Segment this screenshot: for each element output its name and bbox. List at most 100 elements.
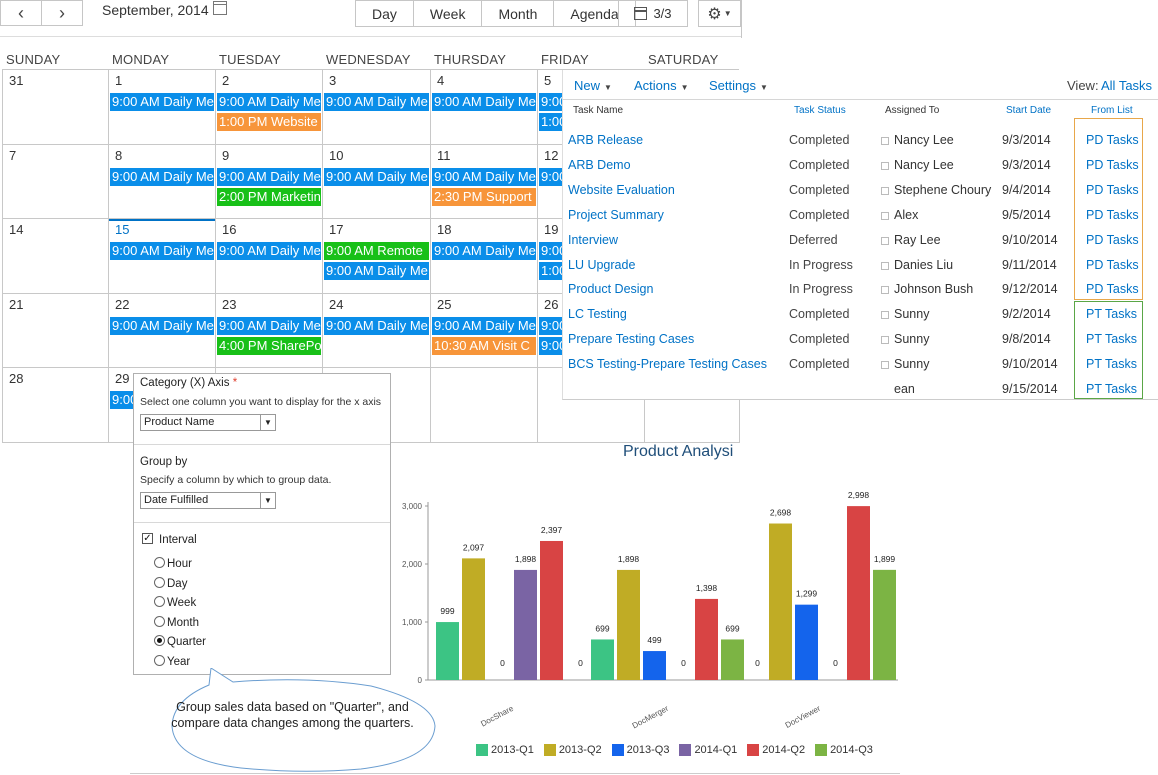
view-month-button[interactable]: Month xyxy=(482,1,555,26)
calendar-event[interactable]: 4:00 PM SharePo xyxy=(217,337,321,355)
day-cell[interactable] xyxy=(645,368,740,443)
day-cell[interactable] xyxy=(538,368,645,443)
task-row[interactable]: Interview Deferred Ray Lee 9/10/2014 PD Task… xyxy=(563,229,1158,254)
actions-menu[interactable]: Actions ▼ xyxy=(634,78,689,93)
task-name-link[interactable]: Project Summary xyxy=(568,207,664,222)
day-cell[interactable]: 14 xyxy=(3,219,109,294)
view-day-button[interactable]: Day xyxy=(356,1,414,26)
from-list-link[interactable]: PT Tasks xyxy=(1086,357,1137,372)
calendar-event[interactable]: 9:00 AM Daily Me xyxy=(217,242,321,260)
day-cell[interactable]: 7 xyxy=(3,145,109,219)
view-selector[interactable]: All Tasks xyxy=(1101,78,1153,93)
settings-menu[interactable]: Settings ▼ xyxy=(709,78,768,93)
day-cell[interactable]: 21 xyxy=(3,294,109,368)
calendar-pager-button[interactable]: 3/3 xyxy=(618,0,688,27)
task-name-link[interactable]: Product Design xyxy=(568,282,654,297)
calendar-event[interactable]: 1:00 PM Website xyxy=(217,113,321,131)
day-cell[interactable] xyxy=(431,368,538,443)
radio-day[interactable] xyxy=(154,576,165,588)
task-name-link[interactable]: ARB Release xyxy=(568,133,644,147)
calendar-event[interactable]: 9:00 AM Daily Me xyxy=(324,262,429,280)
day-cell[interactable]: 16 9:00 AM Daily Me xyxy=(216,219,323,294)
next-month-button[interactable]: › xyxy=(41,0,83,26)
calendar-icon[interactable] xyxy=(213,1,227,15)
task-row[interactable]: ARB Release Completed Nancy Lee 9/3/2014 PD … xyxy=(563,129,1158,154)
radio-hour[interactable] xyxy=(154,557,165,568)
calendar-event[interactable]: 9:00 AM Daily Me xyxy=(324,317,429,335)
calendar-event[interactable]: 9:00 AM Remote xyxy=(324,242,429,260)
calendar-event[interactable]: 9:00 AM Daily Me xyxy=(110,168,214,186)
day-cell[interactable]: 4 9:00 AM Daily Me xyxy=(431,70,538,145)
calendar-event[interactable]: 10:30 AM Visit C xyxy=(432,337,536,355)
day-cell[interactable]: 9 9:00 AM Daily Me 2:00 PM Marketing xyxy=(216,145,323,219)
prev-month-button[interactable]: ‹ xyxy=(0,0,42,26)
legend-item[interactable]: 2013-Q3 xyxy=(611,744,669,756)
day-cell[interactable]: 17 9:00 AM Remote 9:00 AM Daily Me xyxy=(323,219,431,294)
radio-month[interactable] xyxy=(154,615,165,627)
from-list-link[interactable]: PT Tasks xyxy=(1086,332,1137,347)
task-row[interactable]: ARB Demo Completed Nancy Lee 9/3/2014 PD Tas… xyxy=(563,154,1158,179)
task-row[interactable]: ean 9/15/2014 PT Tasks xyxy=(563,378,1158,399)
day-cell[interactable]: 25 9:00 AM Daily Me 10:30 AM Visit C xyxy=(431,294,538,368)
col-from-list[interactable]: From List xyxy=(1091,105,1133,116)
from-list-link[interactable]: PD Tasks xyxy=(1086,282,1139,297)
calendar-event[interactable]: 9:00 AM Daily Me xyxy=(432,317,536,335)
radio-quarter[interactable] xyxy=(154,635,165,646)
task-row[interactable]: Project Summary Completed Alex 9/5/2014 PD T… xyxy=(563,204,1158,229)
radio-week[interactable] xyxy=(154,596,165,607)
calendar-event[interactable]: 9:00 AM Daily Me xyxy=(324,93,429,111)
task-name-link[interactable]: LU Upgrade xyxy=(568,257,636,272)
day-cell[interactable]: 2 9:00 AM Daily Me 1:00 PM Website xyxy=(216,70,323,145)
calendar-event[interactable]: 2:00 PM Marketing xyxy=(217,188,321,206)
task-name-link[interactable]: Website Evaluation xyxy=(568,182,675,197)
col-task-status[interactable]: Task Status xyxy=(794,105,846,116)
view-week-button[interactable]: Week xyxy=(413,1,483,26)
calendar-event[interactable]: 9:00 AM Daily Me xyxy=(110,242,214,260)
day-cell[interactable]: 18 9:00 AM Daily Me xyxy=(431,219,538,294)
task-row[interactable]: LC Testing Completed Sunny 9/2/2014 PT Tasks xyxy=(563,303,1158,328)
task-row[interactable]: Product Design In Progress Johnson Bush 9/1… xyxy=(563,278,1158,303)
day-cell[interactable]: 22 9:00 AM Daily Me xyxy=(109,294,216,368)
calendar-event[interactable]: 9:00 AM Daily Me xyxy=(110,317,214,335)
radio-year[interactable] xyxy=(154,654,165,666)
task-name-link[interactable]: LC Testing xyxy=(568,307,627,322)
calendar-event[interactable]: 9:00 AM Daily Me xyxy=(432,168,536,186)
col-start-date[interactable]: Start Date xyxy=(1006,105,1052,116)
from-list-link[interactable]: PD Tasks xyxy=(1086,207,1139,222)
day-cell[interactable]: 28 xyxy=(3,368,109,443)
task-name-link[interactable]: ARB Demo xyxy=(568,157,631,172)
day-cell[interactable]: 8 9:00 AM Daily Me xyxy=(109,145,216,219)
task-row[interactable]: BCS Testing-Prepare Testing Cases Complet… xyxy=(563,353,1158,378)
day-cell[interactable]: 3 9:00 AM Daily Me xyxy=(323,70,431,145)
from-list-link[interactable]: PT Tasks xyxy=(1086,307,1137,322)
day-cell[interactable]: 31 xyxy=(3,70,109,145)
task-row[interactable]: Prepare Testing Cases Completed Sunny 9/8/2… xyxy=(563,328,1158,353)
legend-item[interactable]: 2014-Q3 xyxy=(815,744,873,756)
day-cell[interactable]: 23 9:00 AM Daily Me 4:00 PM SharePo xyxy=(216,294,323,368)
task-name-link[interactable]: Interview xyxy=(568,232,619,247)
calendar-event[interactable]: 9:00 AM Daily Me xyxy=(324,168,429,186)
legend-item[interactable]: 2014-Q2 xyxy=(747,744,805,756)
calendar-event[interactable]: 2:30 PM Support xyxy=(432,188,536,206)
from-list-link[interactable]: PD Tasks xyxy=(1086,133,1139,147)
settings-gear-button[interactable]: ⚙ ▼ xyxy=(698,0,741,27)
day-cell[interactable]: 24 9:00 AM Daily Me xyxy=(323,294,431,368)
task-row[interactable]: LU Upgrade In Progress Danies Liu 9/11/2014… xyxy=(563,254,1158,279)
from-list-link[interactable]: PT Tasks xyxy=(1086,382,1137,396)
calendar-event[interactable]: 9:00 AM Daily Me xyxy=(217,93,321,111)
from-list-link[interactable]: PD Tasks xyxy=(1086,257,1139,272)
day-cell[interactable]: 10 9:00 AM Daily Me xyxy=(323,145,431,219)
from-list-link[interactable]: PD Tasks xyxy=(1086,182,1139,197)
group-by-select[interactable]: Date Fulfilled ▼ xyxy=(140,492,276,509)
legend-item[interactable]: 2014-Q1 xyxy=(679,744,737,756)
calendar-event[interactable]: 9:00 AM Daily Me xyxy=(110,93,214,111)
day-cell[interactable]: 11 9:00 AM Daily Me 2:30 PM Support xyxy=(431,145,538,219)
calendar-event[interactable]: 9:00 AM Daily Me xyxy=(432,93,536,111)
calendar-event[interactable]: 9:00 AM Daily Me xyxy=(432,242,536,260)
from-list-link[interactable]: PD Tasks xyxy=(1086,157,1139,172)
task-name-link[interactable]: Prepare Testing Cases xyxy=(568,332,695,347)
new-menu[interactable]: New ▼ xyxy=(574,78,612,93)
calendar-event[interactable]: 9:00 AM Daily Me xyxy=(217,317,321,335)
col-assigned-to[interactable]: Assigned To xyxy=(885,105,940,116)
x-axis-select[interactable]: Product Name ▼ xyxy=(140,414,276,431)
